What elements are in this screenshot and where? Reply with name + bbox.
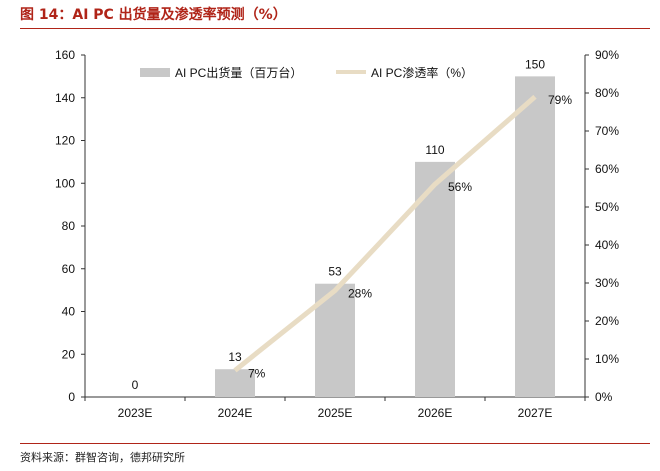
x-tick-label: 2026E <box>418 406 453 420</box>
y-right-tick-label: 80% <box>595 86 619 100</box>
y-left-tick-label: 60 <box>62 262 76 276</box>
y-left-tick-label: 40 <box>62 305 76 319</box>
legend-line-label: AI PC渗透率（%） <box>371 65 473 80</box>
line-data-label: 79% <box>548 93 572 107</box>
figure-title: 图 14：AI PC 出货量及渗透率预测（%） <box>20 7 287 23</box>
line-data-label: 28% <box>348 287 372 301</box>
line-data-label: 56% <box>448 180 472 194</box>
x-tick-label: 2025E <box>318 406 353 420</box>
y-right-tick-label: 10% <box>595 352 619 366</box>
legend-bar-swatch <box>140 68 170 77</box>
y-left-tick-label: 100 <box>55 176 75 190</box>
bar-data-label: 53 <box>328 265 342 279</box>
bar-2024E <box>215 369 255 397</box>
line-data-label: 7% <box>248 366 266 380</box>
y-right-tick-label: 0% <box>595 390 613 404</box>
y-right-tick-label: 50% <box>595 200 619 214</box>
y-left-tick-label: 140 <box>55 91 75 105</box>
x-tick-label: 2027E <box>518 406 553 420</box>
y-left-tick-label: 20 <box>62 347 76 361</box>
penetration-line <box>233 94 537 373</box>
y-left-tick-label: 80 <box>62 219 76 233</box>
y-right-tick-label: 60% <box>595 162 619 176</box>
x-tick-label: 2023E <box>118 406 153 420</box>
y-right-tick-label: 90% <box>595 48 619 62</box>
y-right-tick-label: 70% <box>595 124 619 138</box>
title-rule <box>20 28 650 29</box>
y-left-tick-label: 160 <box>55 48 75 62</box>
bar-2027E <box>515 76 555 397</box>
y-left-tick-label: 0 <box>68 390 75 404</box>
y-right-tick-label: 30% <box>595 276 619 290</box>
source-rule <box>20 443 650 444</box>
y-right-tick-label: 20% <box>595 314 619 328</box>
legend-bar-label: AI PC出货量（百万台） <box>175 65 302 80</box>
y-left-tick-label: 120 <box>55 134 75 148</box>
y-right-tick-label: 40% <box>595 238 619 252</box>
bar-data-label: 150 <box>525 57 545 71</box>
x-tick-label: 2024E <box>218 406 253 420</box>
bar-data-label: 110 <box>425 143 444 157</box>
bar-data-label: 0 <box>132 378 139 392</box>
bar-data-label: 13 <box>228 350 242 364</box>
source-note: 资料来源：群智咨询，德邦研究所 <box>20 451 185 464</box>
